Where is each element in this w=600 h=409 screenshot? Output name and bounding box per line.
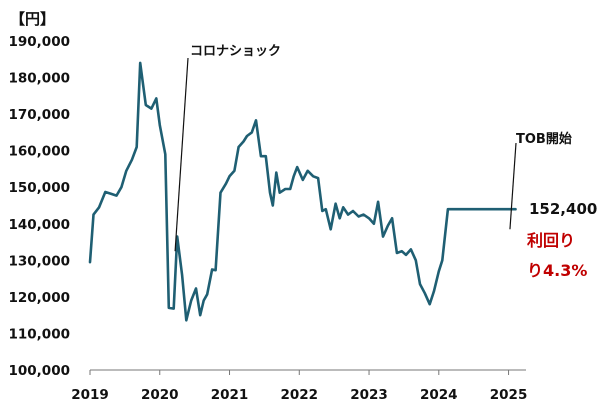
- y-tick-label: 100,000: [9, 363, 71, 379]
- y-tick-label: 160,000: [9, 144, 71, 160]
- x-tick-label: 2022: [280, 387, 318, 403]
- x-tick-label: 2023: [350, 387, 388, 403]
- plot-area: [88, 61, 517, 322]
- y-axis: 100,000 110,000 120,000 130,000 140,000 150,0…: [9, 34, 71, 379]
- end-price-label: 152,400: [529, 200, 597, 218]
- x-tick-label: 2024: [420, 387, 458, 403]
- x-axis: 2019 2020 2021 2022 2023 2024 2025: [71, 369, 528, 403]
- y-tick-label: 140,000: [9, 217, 71, 233]
- unit-label: 【円】: [10, 10, 55, 28]
- tob-annotation-label: TOB開始: [516, 131, 572, 147]
- y-tick-label: 130,000: [9, 253, 71, 269]
- x-tick-label: 2025: [490, 387, 528, 403]
- y-tick-label: 110,000: [9, 326, 71, 342]
- tob-annotation-line: [509, 142, 517, 230]
- covid-annotation-line: [174, 57, 189, 252]
- x-tick-label: 2020: [141, 387, 179, 403]
- y-tick-label: 190,000: [9, 34, 71, 50]
- covid-annotation-label: コロナショック: [190, 44, 281, 59]
- x-tick-label: 2021: [211, 387, 249, 403]
- y-tick-label: 120,000: [9, 290, 71, 306]
- y-tick-label: 180,000: [9, 71, 71, 87]
- yield-label-line2: り4.3%: [527, 261, 587, 280]
- y-tick-label: 170,000: [9, 107, 71, 123]
- x-tick-label: 2019: [71, 387, 109, 403]
- yield-label-line1: 利回り: [527, 231, 575, 250]
- price-series-line: [88, 61, 517, 322]
- y-tick-label: 150,000: [9, 180, 71, 196]
- annotations: コロナショック TOB開始: [174, 44, 572, 252]
